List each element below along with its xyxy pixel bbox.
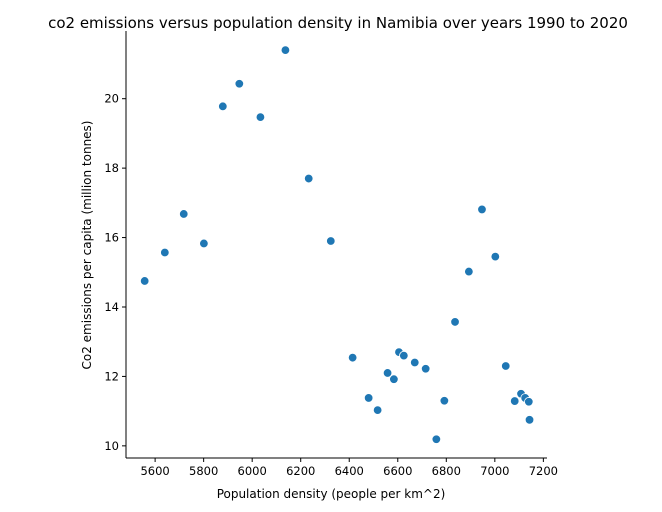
y-tick-label: 18 (104, 161, 119, 175)
plot-area: 5600 5800 6000 6200 6400 6600 6800 7000 7200 101… (104, 31, 558, 478)
data-point (139, 276, 150, 286)
y-axis-label: Co2 emissions per capita (million tonnes… (80, 121, 94, 370)
y-ticks: 10 12 14 16 18 20 (104, 92, 126, 453)
data-point (363, 393, 374, 403)
x-tick-label: 6200 (286, 464, 315, 478)
x-tick-label: 6600 (383, 464, 412, 478)
data-point (524, 397, 534, 407)
data-point (464, 266, 474, 277)
data-point (524, 415, 535, 425)
data-point (510, 396, 520, 406)
x-tick-label: 7200 (529, 464, 558, 478)
data-point (410, 357, 420, 368)
x-axis-label: Population density (people per km^2) (217, 487, 446, 501)
data-point (372, 405, 383, 415)
y-tick-label: 14 (104, 300, 119, 314)
data-point (389, 374, 399, 384)
data-point (477, 204, 487, 215)
data-point (234, 79, 245, 89)
y-tick-label: 10 (104, 439, 119, 453)
data-point (199, 238, 209, 249)
data-point (255, 112, 266, 122)
y-tick-label: 12 (104, 369, 119, 383)
y-tick-label: 20 (104, 92, 119, 106)
x-tick-label: 5800 (189, 464, 218, 478)
x-tick-label: 7000 (480, 464, 509, 478)
data-point (382, 368, 393, 378)
x-tick-label: 6000 (238, 464, 267, 478)
y-tick-label: 16 (104, 231, 119, 245)
data-point (280, 45, 291, 55)
data-points (139, 45, 535, 444)
data-point (501, 361, 511, 371)
x-tick-label: 5600 (140, 464, 169, 478)
x-ticks: 5600 5800 6000 6200 6400 6600 6800 7000 7200 (140, 458, 558, 478)
data-point (160, 247, 170, 258)
x-tick-label: 6800 (432, 464, 461, 478)
data-point (490, 251, 501, 262)
data-point (218, 101, 228, 112)
data-point (179, 209, 189, 219)
data-point (326, 236, 336, 246)
data-point (439, 396, 450, 406)
data-point (304, 173, 314, 184)
data-point (450, 317, 460, 327)
chart-title: co2 emissions versus population density … (48, 14, 628, 32)
data-point (347, 352, 358, 363)
x-tick-label: 6400 (335, 464, 364, 478)
data-point (431, 434, 442, 444)
data-point (420, 364, 431, 374)
data-point (399, 350, 409, 361)
